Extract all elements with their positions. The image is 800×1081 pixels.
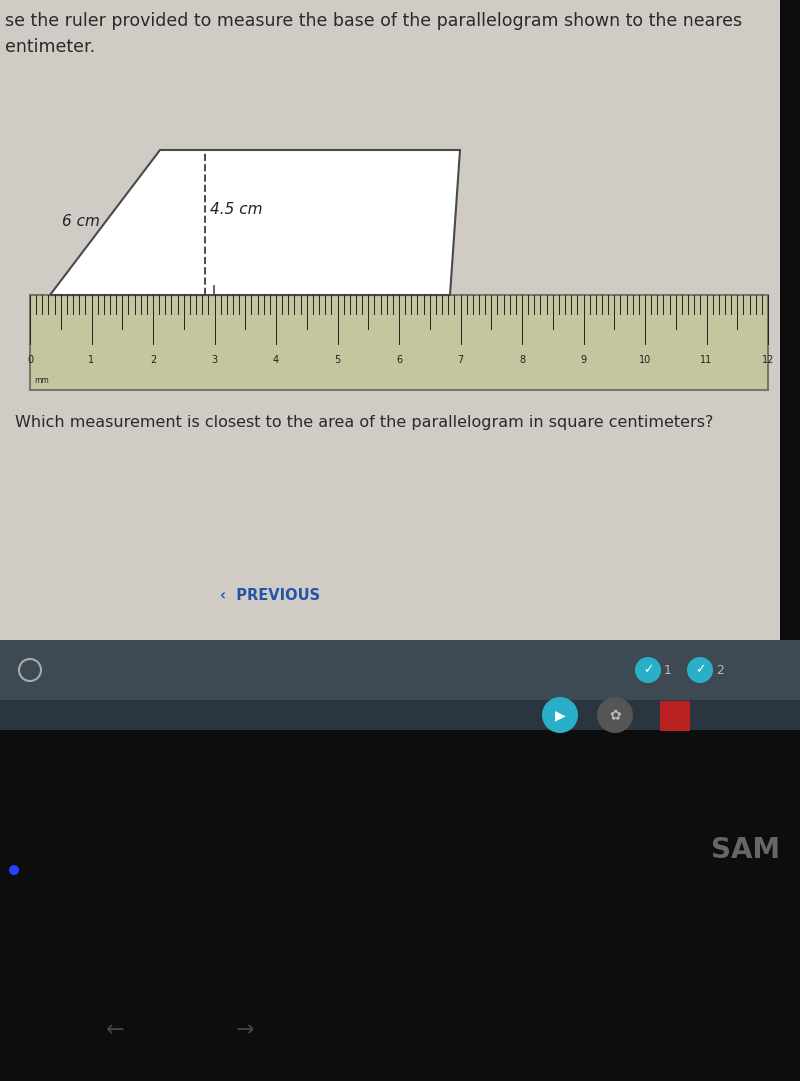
Text: mm: mm xyxy=(34,376,49,385)
Text: 11: 11 xyxy=(700,355,713,364)
Text: 0: 0 xyxy=(27,355,33,364)
Bar xyxy=(30,295,768,390)
Circle shape xyxy=(687,657,713,683)
Text: 12: 12 xyxy=(762,355,774,364)
Text: 8: 8 xyxy=(519,355,525,364)
Text: 2: 2 xyxy=(150,355,156,364)
Text: 6: 6 xyxy=(396,355,402,364)
Text: 3: 3 xyxy=(211,355,218,364)
Bar xyxy=(660,700,690,731)
Text: 9: 9 xyxy=(581,355,586,364)
Text: entimeter.: entimeter. xyxy=(5,38,95,56)
Text: ✓: ✓ xyxy=(694,664,706,677)
Circle shape xyxy=(9,865,19,875)
Circle shape xyxy=(635,657,661,683)
Text: 7: 7 xyxy=(458,355,464,364)
Text: ✿: ✿ xyxy=(609,708,621,722)
Text: SAM: SAM xyxy=(711,836,780,864)
Text: ‹  PREVIOUS: ‹ PREVIOUS xyxy=(220,587,320,602)
Polygon shape xyxy=(50,150,460,295)
Text: 1: 1 xyxy=(664,664,672,677)
Text: se the ruler provided to measure the base of the parallelogram shown to the near: se the ruler provided to measure the bas… xyxy=(5,12,742,30)
Text: ←: ← xyxy=(106,1020,124,1040)
Bar xyxy=(0,640,800,700)
Text: 4.5 cm: 4.5 cm xyxy=(210,202,262,217)
Bar xyxy=(0,700,800,730)
Text: ▶: ▶ xyxy=(554,708,566,722)
Text: 4: 4 xyxy=(273,355,279,364)
Text: Which measurement is closest to the area of the parallelogram in square centimet: Which measurement is closest to the area… xyxy=(15,415,714,430)
Text: 2: 2 xyxy=(716,664,724,677)
Text: 6 cm: 6 cm xyxy=(62,214,100,229)
Text: 1: 1 xyxy=(89,355,94,364)
Circle shape xyxy=(542,697,578,733)
Text: 10: 10 xyxy=(639,355,651,364)
Circle shape xyxy=(597,697,633,733)
Bar xyxy=(0,0,780,640)
Text: 5: 5 xyxy=(334,355,341,364)
Text: ✓: ✓ xyxy=(642,664,654,677)
Text: →: → xyxy=(236,1020,254,1040)
